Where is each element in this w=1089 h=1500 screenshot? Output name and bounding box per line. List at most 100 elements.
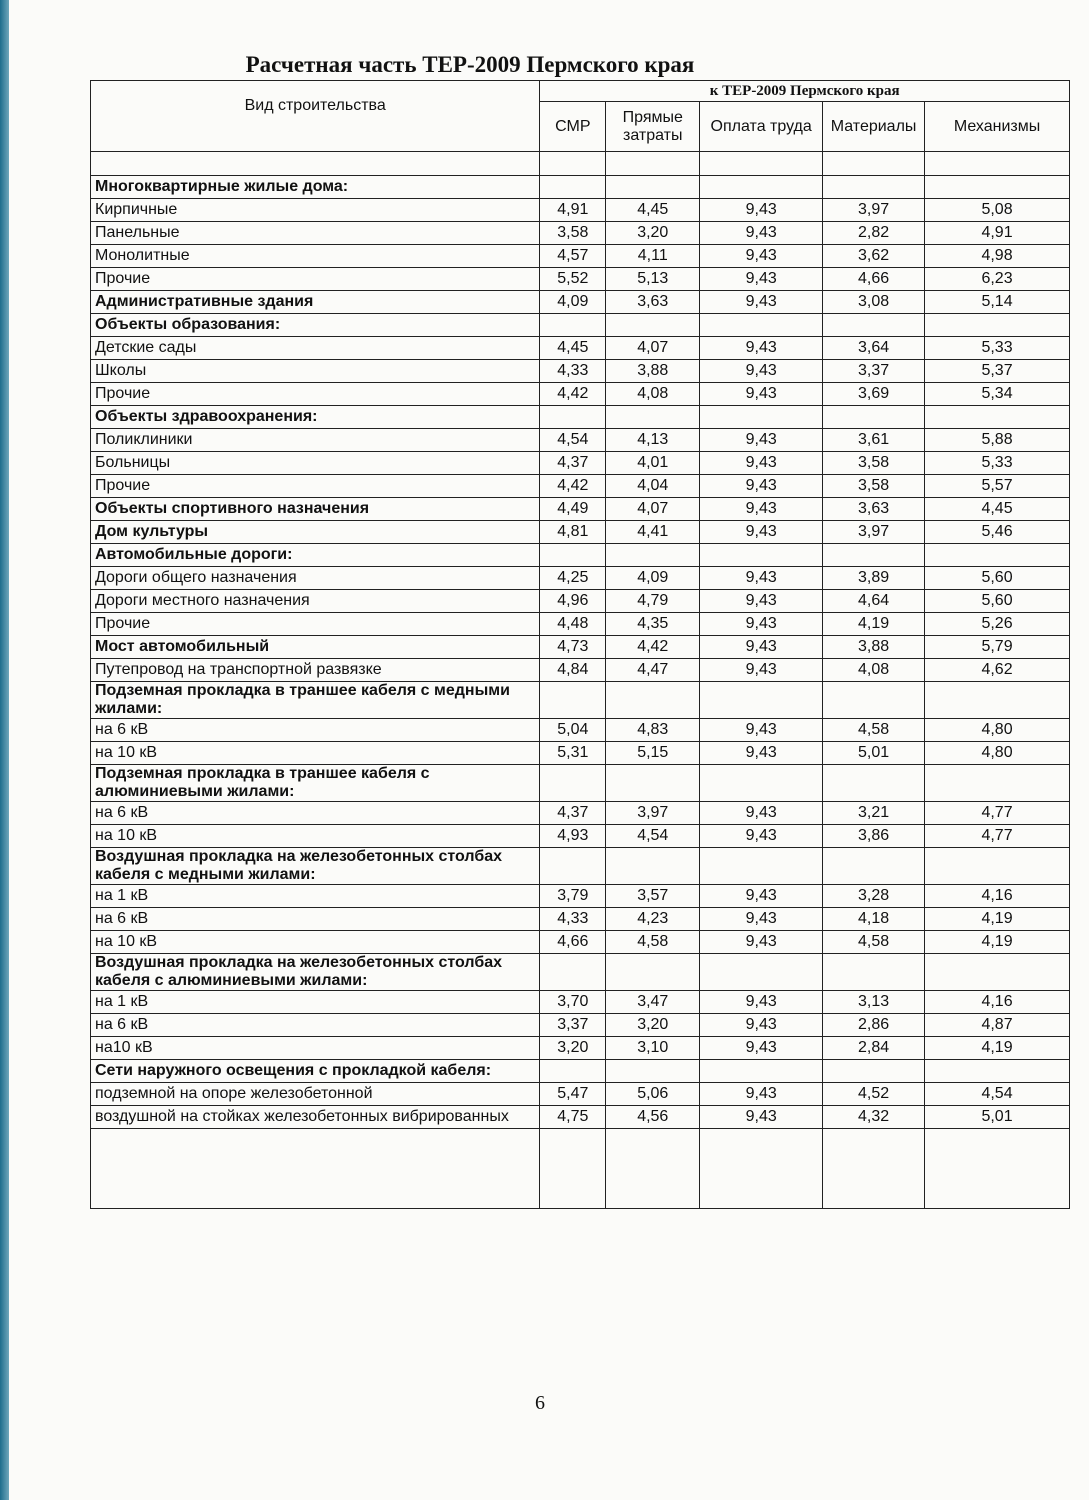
value-cell: 4,35 <box>605 612 701 636</box>
value-cell: 3,88 <box>822 635 926 659</box>
empty-cell <box>822 1059 926 1083</box>
row-label: Прочие <box>89 612 541 636</box>
value-cell: 4,87 <box>924 1013 1070 1037</box>
value-cell: 2,86 <box>822 1013 926 1037</box>
value-cell: 4,45 <box>605 198 701 222</box>
page-title: Расчетная часть ТЕР-2009 Пермского края <box>245 52 695 77</box>
row-label: Воздушная прокладка на железобетонных ст… <box>89 847 541 885</box>
empty-cell <box>605 175 701 199</box>
header-row: Вид строительства к ТЕР-2009 Пермского к… <box>89 80 1070 152</box>
column-header: Материалы <box>822 101 926 152</box>
value-cell: 4,80 <box>924 718 1070 742</box>
row-label: Объекты спортивного назначения <box>89 497 541 521</box>
value-cell: 9,43 <box>699 589 824 613</box>
value-cell: 4,91 <box>539 198 607 222</box>
empty-cell <box>822 313 926 337</box>
value-cell: 4,91 <box>924 221 1070 245</box>
data-row: Прочие 4,48 4,35 9,43 4,19 5,26 <box>89 612 1070 636</box>
value-cell: 4,58 <box>605 930 701 954</box>
empty-cell <box>605 764 701 802</box>
empty-cell <box>699 764 824 802</box>
value-cell: 9,43 <box>699 1082 824 1106</box>
row-label: на 6 кВ <box>89 907 541 931</box>
value-cell: 5,31 <box>539 741 607 765</box>
value-cell: 4,13 <box>605 428 701 452</box>
value-cell: 4,19 <box>924 930 1070 954</box>
value-cell: 4,19 <box>822 612 926 636</box>
value-cell: 5,37 <box>924 359 1070 383</box>
column-header: СМР <box>539 101 607 152</box>
value-cell: 4,42 <box>539 474 607 498</box>
value-cell: 3,69 <box>822 382 926 406</box>
empty-cell <box>924 1059 1070 1083</box>
value-cell: 4,98 <box>924 244 1070 268</box>
table-body: Многоквартирные жилые дома: Кирпичные 4,91… <box>89 151 1070 1209</box>
value-cell: 9,43 <box>699 801 824 825</box>
empty-cell <box>699 175 824 199</box>
section-row: Мост автомобильный 4,73 4,42 9,43 3,88 5,79 <box>89 635 1070 659</box>
value-cell: 3,79 <box>539 884 607 908</box>
value-cell: 4,07 <box>605 497 701 521</box>
section-row: Объекты спортивного назначения 4,49 4,07 9,… <box>89 497 1070 521</box>
row-label: Поликлиники <box>89 428 541 452</box>
value-cell: 9,43 <box>699 290 824 314</box>
empty-cell <box>822 405 926 429</box>
value-cell: 4,54 <box>605 824 701 848</box>
value-cell: 3,57 <box>605 884 701 908</box>
column-header: Вид строительства <box>89 80 541 152</box>
value-cell: 4,33 <box>539 907 607 931</box>
section-row: Автомобильные дороги: <box>89 543 1070 567</box>
column-header: Оплата труда <box>699 101 824 152</box>
empty-cell <box>539 681 607 719</box>
value-cell: 3,08 <box>822 290 926 314</box>
value-cell: 4,11 <box>605 244 701 268</box>
empty-cell <box>699 313 824 337</box>
value-cell: 4,32 <box>822 1105 926 1129</box>
value-cell: 4,58 <box>822 930 926 954</box>
value-cell: 9,43 <box>699 244 824 268</box>
data-row: на 10 кВ 4,66 4,58 9,43 4,58 4,19 <box>89 930 1070 954</box>
table-head: Вид строительства к ТЕР-2009 Пермского к… <box>89 80 1070 152</box>
row-label: воздушной на стойках железобетонных вибр… <box>89 1105 541 1129</box>
empty-cell <box>605 151 701 176</box>
value-cell: 5,15 <box>605 741 701 765</box>
data-row: на 10 кВ 4,93 4,54 9,43 3,86 4,77 <box>89 824 1070 848</box>
data-row: на10 кВ 3,20 3,10 9,43 2,84 4,19 <box>89 1036 1070 1060</box>
value-cell: 4,77 <box>924 801 1070 825</box>
data-row: Панельные 3,58 3,20 9,43 2,82 4,91 <box>89 221 1070 245</box>
value-cell: 3,37 <box>822 359 926 383</box>
value-cell: 9,43 <box>699 359 824 383</box>
value-cell: 9,43 <box>699 907 824 931</box>
value-cell: 9,43 <box>699 824 824 848</box>
row-label: на 10 кВ <box>89 930 541 954</box>
data-row: подземной на опоре железобетонной 5,47 5,0… <box>89 1082 1070 1106</box>
value-cell: 3,20 <box>605 221 701 245</box>
value-cell: 3,20 <box>605 1013 701 1037</box>
empty-cell <box>539 151 607 176</box>
value-cell: 3,63 <box>605 290 701 314</box>
row-label: Больницы <box>89 451 541 475</box>
data-row: на 10 кВ 5,31 5,15 9,43 5,01 4,80 <box>89 741 1070 765</box>
data-row: на 1 кВ 3,70 3,47 9,43 3,13 4,16 <box>89 990 1070 1014</box>
empty-cell <box>822 1128 926 1209</box>
row-label: Многоквартирные жилые дома: <box>89 175 541 199</box>
empty-cell <box>822 764 926 802</box>
value-cell: 5,01 <box>822 741 926 765</box>
value-cell: 4,07 <box>605 336 701 360</box>
value-cell: 4,64 <box>822 589 926 613</box>
empty-cell <box>605 543 701 567</box>
section-row: Объекты образования: <box>89 313 1070 337</box>
data-row: на 6 кВ 4,33 4,23 9,43 4,18 4,19 <box>89 907 1070 931</box>
row-label: Воздушная прокладка на железобетонных ст… <box>89 953 541 991</box>
value-cell: 4,54 <box>539 428 607 452</box>
value-cell: 9,43 <box>699 884 824 908</box>
empty-cell <box>699 847 824 885</box>
section-row: Объекты здравоохранения: <box>89 405 1070 429</box>
value-cell: 9,43 <box>699 382 824 406</box>
value-cell: 9,43 <box>699 1013 824 1037</box>
empty-cell <box>699 543 824 567</box>
data-row: Больницы 4,37 4,01 9,43 3,58 5,33 <box>89 451 1070 475</box>
spacer-row <box>89 1128 1070 1209</box>
row-label: Подземная прокладка в траншее кабеля с м… <box>89 681 541 719</box>
value-cell: 4,83 <box>605 718 701 742</box>
